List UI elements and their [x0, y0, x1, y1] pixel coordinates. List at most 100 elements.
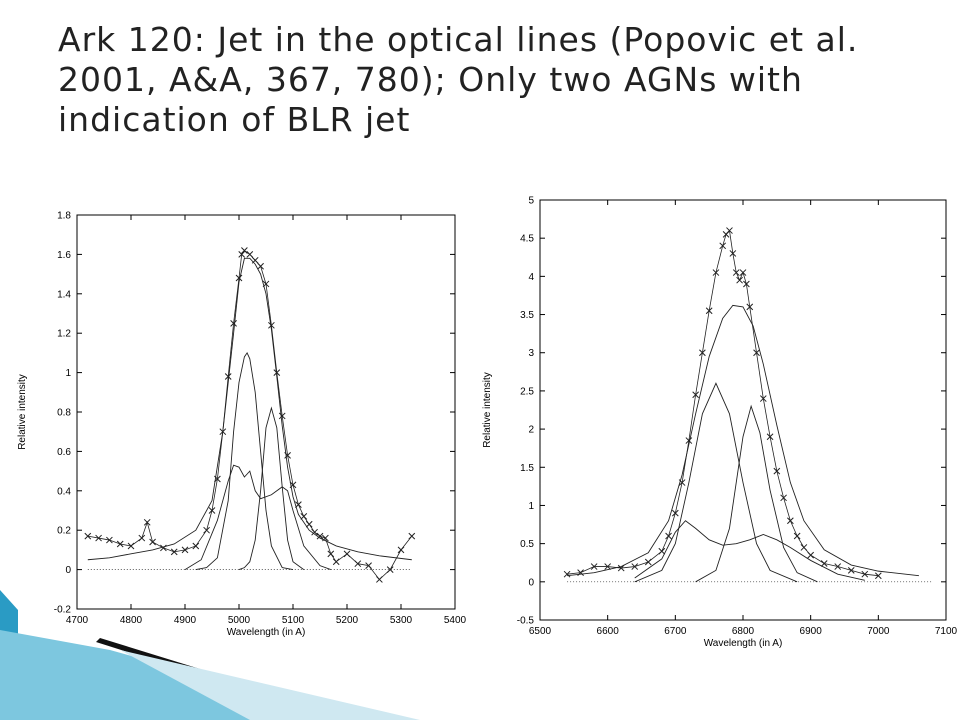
x-axis-label: Wavelength (in A): [227, 627, 306, 638]
y-tick-label: -0.2: [54, 605, 72, 616]
series-0-point: [224, 373, 232, 380]
series-0-point: [617, 564, 625, 572]
x-tick-label: 6700: [664, 626, 687, 637]
series-0-point: [743, 280, 750, 288]
series-0-trace: [87, 249, 413, 581]
x-tick-label: 5200: [336, 615, 359, 626]
series-3-line: [695, 404, 818, 583]
series-0-point: [149, 538, 156, 546]
series-0-point: [316, 532, 324, 540]
series-2-line: [634, 382, 798, 583]
series-0-point: [170, 548, 178, 556]
series-0-point: [408, 532, 416, 540]
series-0-point: [780, 494, 787, 502]
series-0-point: [235, 274, 243, 282]
series-0-point: [203, 526, 210, 534]
series-0-point: [753, 349, 760, 357]
series-0-point: [692, 391, 699, 399]
series-0-point: [327, 550, 335, 558]
series-0-point: [793, 532, 801, 540]
series-0-point: [766, 433, 774, 441]
y-axis-label: Relative intensity: [17, 374, 28, 450]
y-tick-label: -0.5: [517, 616, 535, 627]
y-tick-label: 1.2: [57, 329, 71, 340]
series-0-point: [246, 251, 254, 258]
series-0-point: [644, 558, 652, 566]
series-0-point: [665, 532, 672, 540]
y-axis-label: Relative intensity: [482, 372, 493, 448]
series-1-line: [87, 257, 412, 561]
x-tick-label: 4900: [174, 615, 197, 626]
series-0-point: [376, 576, 383, 583]
x-tick-label: 6500: [529, 626, 552, 637]
series-0-point: [726, 227, 733, 234]
series-0-point: [106, 536, 113, 544]
series-0-point: [208, 507, 216, 514]
series-0-point: [143, 518, 151, 526]
series-0-point: [847, 567, 855, 574]
x-tick-label: 6900: [800, 626, 823, 637]
x-tick-label: 4700: [66, 615, 89, 626]
series-4-line: [634, 520, 865, 581]
y-tick-label: 0.6: [57, 447, 71, 458]
y-tick-label: 0.4: [57, 486, 71, 497]
series-1-line: [567, 304, 919, 577]
series-0-point: [127, 542, 135, 550]
series-0-point: [800, 544, 808, 551]
series-0-point: [759, 395, 767, 402]
right-spectrum-chart: 6500 6600 6700 6800 6900 7000 7100 -0.5 0 0.5 1 1.5…: [482, 196, 958, 650]
deco-light-stripe: [120, 650, 420, 720]
series-0-point: [278, 412, 286, 420]
series-0-point: [590, 563, 598, 570]
y-tick-label: 1: [528, 501, 534, 512]
y-tick-label: 2: [528, 425, 534, 436]
slide-title: Ark 120: Jet in the optical lines (Popov…: [58, 20, 859, 139]
series-0-point: [386, 566, 394, 573]
series-0-point: [820, 560, 828, 567]
series-0-point: [739, 269, 747, 276]
y-tick-label: 0: [528, 577, 534, 588]
y-tick-label: 0.8: [57, 408, 71, 419]
plot-frame: [539, 199, 947, 621]
series-0-point: [732, 269, 740, 276]
series-0-point: [685, 437, 693, 444]
y-tick-label: 1: [65, 368, 71, 379]
series-0-point: [230, 319, 237, 327]
series-0-point: [84, 532, 92, 540]
series-0-point: [95, 534, 102, 542]
x-tick-label: 4800: [120, 615, 143, 626]
y-tick-label: 2.5: [520, 386, 534, 397]
series-0-point: [874, 572, 882, 580]
x-tick-label: 6800: [732, 626, 755, 637]
series-0-point: [160, 544, 167, 552]
y-tick-label: 5: [528, 196, 534, 207]
series-0-point: [241, 247, 248, 254]
series-0-point: [699, 349, 706, 357]
y-tick-label: 4: [528, 272, 534, 283]
y-tick-label: 1.6: [57, 250, 71, 261]
x-tick-label: 7100: [935, 626, 958, 637]
series-0-point: [238, 251, 246, 258]
x-tick-label: 6600: [597, 626, 620, 637]
series-0-point: [354, 560, 362, 568]
series-0-point: [311, 528, 318, 536]
slide-decoration: [0, 590, 420, 720]
series-0-point: [300, 513, 308, 520]
series-0-point: [192, 542, 200, 550]
series-3-line: [238, 406, 305, 571]
series-0-point: [563, 570, 571, 578]
plot-frame: [76, 214, 456, 610]
series-0-point: [604, 563, 612, 570]
x-tick-label: 5000: [228, 615, 251, 626]
series-0-point: [116, 540, 124, 548]
series-0-point: [712, 269, 720, 276]
x-tick-label: 7000: [867, 626, 890, 637]
series-4-line: [184, 464, 331, 571]
series-0-point: [658, 547, 666, 555]
y-tick-label: 3.5: [520, 310, 534, 321]
series-0-point: [773, 467, 781, 475]
series-0-point: [736, 276, 743, 284]
series-0-point: [397, 546, 405, 554]
series-0-point: [343, 550, 351, 558]
series-0-trace: [567, 229, 879, 577]
